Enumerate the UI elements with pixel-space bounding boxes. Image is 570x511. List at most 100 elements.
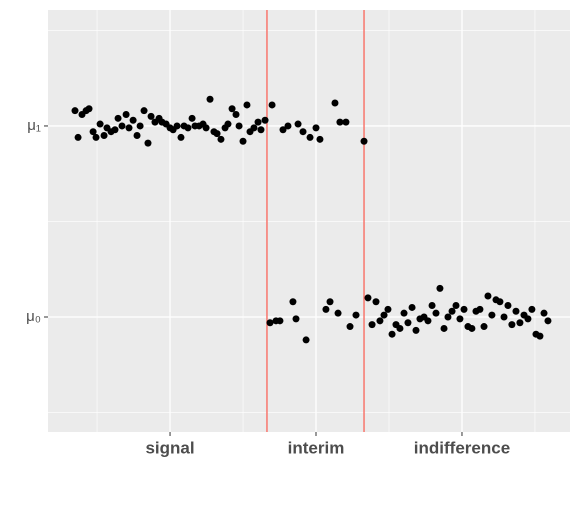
point [460, 305, 468, 313]
point [213, 130, 221, 138]
point [326, 298, 334, 306]
point [206, 95, 214, 103]
point [257, 126, 265, 134]
point [360, 137, 368, 145]
point [516, 319, 524, 327]
point [147, 112, 155, 120]
point [452, 302, 460, 310]
point [111, 126, 119, 134]
point [306, 133, 314, 141]
point [85, 105, 93, 113]
point [268, 101, 276, 109]
point [346, 323, 354, 331]
point [129, 116, 137, 124]
point [250, 124, 258, 132]
point [118, 122, 126, 130]
point [444, 313, 452, 321]
point [468, 324, 476, 332]
x-tick-label: interim [288, 438, 345, 457]
point [400, 309, 408, 317]
point [279, 126, 287, 134]
point [384, 305, 392, 313]
point [432, 309, 440, 317]
point [372, 298, 380, 306]
point [184, 124, 192, 132]
point [336, 118, 344, 126]
point [540, 309, 548, 317]
point [133, 132, 141, 140]
point [100, 132, 108, 140]
point [294, 120, 302, 128]
point [144, 139, 152, 147]
point [140, 107, 148, 115]
point [243, 101, 251, 109]
point [396, 324, 404, 332]
point [364, 294, 372, 302]
point [376, 317, 384, 325]
point [424, 317, 432, 325]
point [114, 114, 122, 122]
point [284, 122, 292, 130]
point [456, 315, 464, 323]
point [484, 292, 492, 300]
point [261, 116, 269, 124]
point [202, 124, 210, 132]
point [266, 319, 274, 327]
point [96, 120, 104, 128]
point [125, 124, 133, 132]
point [316, 135, 324, 143]
point [232, 110, 240, 118]
point [254, 118, 262, 126]
point [436, 284, 444, 292]
point [448, 307, 456, 315]
y-tick-label: μ₁ [27, 117, 41, 134]
point [224, 120, 232, 128]
point [235, 122, 243, 130]
point [476, 305, 484, 313]
point [544, 317, 552, 325]
point [173, 122, 181, 130]
point [334, 309, 342, 317]
y-tick-label: μ₀ [26, 308, 41, 325]
point [428, 302, 436, 310]
point [480, 323, 488, 331]
point [408, 303, 416, 311]
point [239, 137, 247, 145]
point [508, 321, 516, 329]
x-tick-label: signal [145, 438, 194, 457]
point [302, 336, 310, 344]
panel [48, 10, 570, 432]
point [388, 330, 396, 338]
point [74, 133, 82, 141]
point [412, 326, 420, 334]
point [276, 317, 284, 325]
point [440, 324, 448, 332]
point [289, 298, 297, 306]
point [380, 311, 388, 319]
point [500, 313, 508, 321]
point [536, 332, 544, 340]
point [122, 110, 130, 118]
point [352, 311, 360, 319]
point [92, 133, 100, 141]
point [89, 128, 97, 136]
point [512, 307, 520, 315]
point [136, 122, 144, 130]
point [342, 118, 350, 126]
point [71, 107, 79, 115]
point [504, 302, 512, 310]
point [524, 315, 532, 323]
point [299, 128, 307, 136]
point [312, 124, 320, 132]
point [322, 305, 330, 313]
point [292, 315, 300, 323]
point [404, 319, 412, 327]
point [217, 135, 225, 143]
x-tick-label: indifference [414, 438, 510, 457]
point [188, 114, 196, 122]
point [228, 105, 236, 113]
point [368, 321, 376, 329]
point [528, 305, 536, 313]
point [331, 99, 339, 107]
